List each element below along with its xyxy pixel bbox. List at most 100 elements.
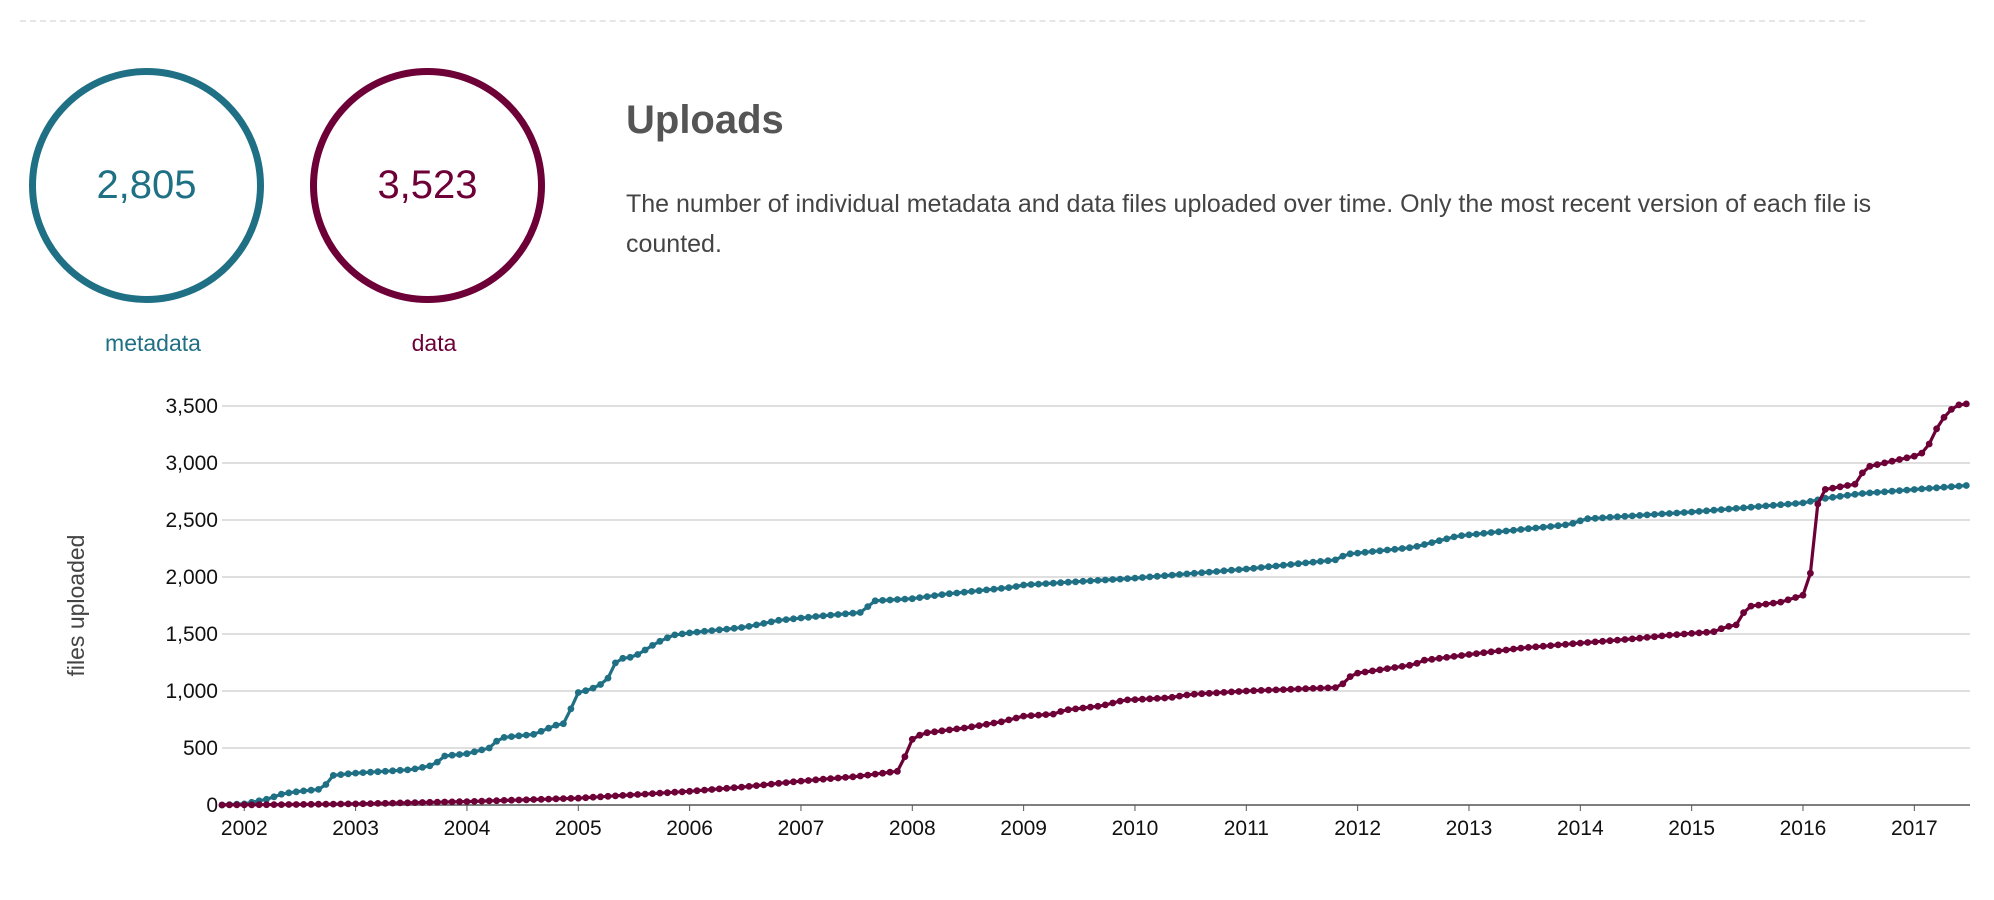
section-description: The number of individual metadata and da… bbox=[626, 190, 1872, 258]
data-point-data bbox=[1510, 645, 1517, 653]
data-point-data bbox=[1346, 673, 1354, 680]
data-point-data bbox=[864, 771, 872, 779]
data-point-data bbox=[1072, 705, 1079, 713]
data-point-data bbox=[1591, 638, 1599, 646]
data-point-metadata bbox=[1450, 533, 1458, 541]
data-point-metadata bbox=[886, 596, 894, 604]
data-point-metadata bbox=[1087, 577, 1094, 585]
data-point-data bbox=[1599, 637, 1606, 645]
data-point-data bbox=[819, 775, 827, 783]
data-point-metadata bbox=[1933, 484, 1940, 492]
data-point-metadata bbox=[560, 720, 567, 728]
data-point-metadata bbox=[790, 615, 797, 623]
data-point-data bbox=[1769, 599, 1777, 607]
data-point-data bbox=[240, 801, 248, 809]
data-point-metadata bbox=[411, 765, 419, 773]
data-point-metadata bbox=[441, 752, 449, 760]
data-point-data bbox=[619, 792, 627, 799]
data-point-metadata bbox=[1228, 566, 1235, 574]
data-point-data bbox=[1131, 696, 1139, 703]
data-point-metadata bbox=[1116, 575, 1124, 583]
data-point-metadata bbox=[782, 616, 790, 623]
data-point-data bbox=[1948, 406, 1955, 413]
data-point-metadata bbox=[1576, 517, 1584, 525]
data-point-data bbox=[849, 773, 857, 781]
data-point-metadata bbox=[471, 748, 478, 756]
data-point-metadata bbox=[753, 621, 760, 629]
data-point-metadata bbox=[1250, 564, 1258, 572]
data-point-data bbox=[1473, 650, 1480, 657]
data-point-metadata bbox=[1502, 527, 1510, 535]
data-point-metadata bbox=[1294, 560, 1302, 568]
data-point-metadata bbox=[1836, 492, 1844, 500]
data-point-data bbox=[315, 800, 322, 808]
data-point-metadata bbox=[1027, 581, 1035, 588]
data-point-metadata bbox=[1473, 530, 1480, 538]
data-point-data bbox=[1443, 654, 1451, 661]
data-point-data bbox=[285, 801, 293, 808]
data-point-data bbox=[508, 796, 515, 804]
data-point-metadata bbox=[1153, 572, 1161, 580]
data-point-metadata bbox=[1287, 561, 1295, 568]
data-point-metadata bbox=[1747, 503, 1755, 511]
data-point-metadata bbox=[337, 771, 345, 778]
data-point-metadata bbox=[968, 588, 976, 595]
data-point-data bbox=[1487, 648, 1495, 656]
data-point-metadata bbox=[1317, 558, 1324, 565]
data-point-data bbox=[723, 784, 731, 792]
data-point-data bbox=[359, 800, 367, 808]
data-point-data bbox=[1910, 452, 1918, 460]
data-point-data bbox=[1190, 690, 1198, 698]
data-point-data bbox=[1873, 461, 1881, 468]
data-point-metadata bbox=[975, 587, 983, 595]
data-point-metadata bbox=[1703, 507, 1710, 515]
data-point-data bbox=[226, 801, 233, 809]
data-point-data bbox=[1851, 480, 1859, 488]
data-count-label: data bbox=[411, 330, 457, 356]
data-point-metadata bbox=[567, 705, 575, 713]
data-point-metadata bbox=[1918, 485, 1926, 493]
data-point-data bbox=[218, 801, 226, 809]
data-point-data bbox=[983, 720, 990, 728]
data-point-metadata bbox=[1591, 514, 1599, 522]
data-point-metadata bbox=[1851, 490, 1859, 498]
data-point-metadata bbox=[1005, 584, 1013, 591]
y-tick-label: 500 bbox=[183, 737, 218, 760]
data-point-data bbox=[871, 770, 879, 778]
data-point-metadata bbox=[649, 642, 656, 649]
data-point-data bbox=[730, 784, 738, 792]
data-point-data bbox=[1732, 621, 1740, 629]
data-point-metadata bbox=[270, 793, 278, 801]
data-point-data bbox=[715, 785, 723, 793]
data-point-data bbox=[1502, 646, 1510, 654]
data-point-data bbox=[1821, 486, 1829, 493]
data-point-data bbox=[1161, 694, 1169, 702]
data-point-data bbox=[1198, 690, 1206, 698]
data-point-data bbox=[500, 797, 508, 804]
data-point-data bbox=[1428, 655, 1436, 663]
data-point-metadata bbox=[404, 766, 411, 774]
data-point-metadata bbox=[1361, 548, 1369, 556]
data-point-data bbox=[1799, 591, 1807, 599]
data-point-metadata bbox=[634, 651, 642, 658]
data-point-metadata bbox=[1235, 566, 1243, 573]
x-tick-label: 2017 bbox=[1891, 817, 1938, 840]
data-point-metadata bbox=[1539, 523, 1547, 531]
data-point-data bbox=[1606, 637, 1614, 645]
data-point-metadata bbox=[1725, 505, 1733, 513]
data-point-data bbox=[426, 798, 434, 806]
data-point-metadata bbox=[894, 596, 901, 603]
data-point-data bbox=[1376, 666, 1384, 674]
data-point-data bbox=[1636, 634, 1644, 642]
series-layer bbox=[218, 400, 1970, 809]
data-point-data bbox=[1005, 716, 1013, 724]
data-point-data bbox=[1413, 659, 1421, 667]
data-point-data bbox=[894, 767, 901, 775]
data-point-data bbox=[1717, 625, 1725, 633]
data-point-metadata bbox=[1146, 573, 1154, 581]
data-point-data bbox=[1294, 685, 1302, 693]
data-point-data bbox=[1777, 598, 1785, 606]
data-point-metadata bbox=[1628, 512, 1636, 520]
data-point-data bbox=[471, 798, 478, 805]
